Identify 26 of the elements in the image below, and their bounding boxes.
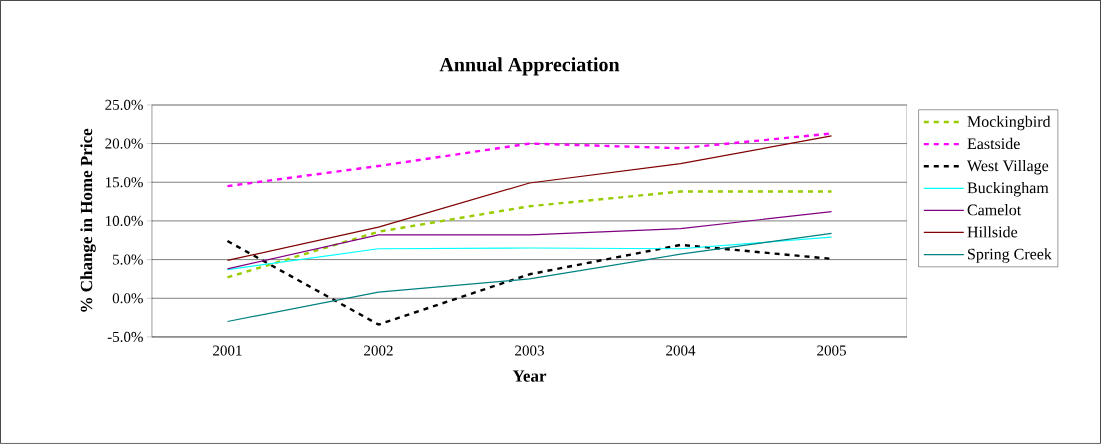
x-tick-label: 2004 [666,345,696,356]
y-tick-label: 20.0% [105,138,143,149]
legend-label: West Village [967,159,1049,175]
y-tick-label: -5.0% [107,331,143,343]
y-tick-label: 25.0% [105,99,143,111]
y-tick-label: 5.0% [113,254,143,265]
y-tick-label: 0.0% [112,293,143,304]
x-tick-label: 2003 [515,345,544,356]
legend-label: Eastside [967,137,1020,150]
legend-label: Spring Creek [968,248,1052,263]
line-series [226,211,833,270]
y-axis-title: % Change in Home Price [80,128,96,312]
line-series [226,135,833,262]
x-axis-title: Year [512,370,547,382]
x-tick-label: 2002 [364,345,393,356]
line-series [226,190,833,279]
x-tick-label: 2001 [213,345,242,356]
y-tick-label: 15.0% [105,177,143,188]
line-series [226,236,833,271]
chart-title: Annual Appreciation [439,57,620,76]
legend-label: Buckingham [967,182,1049,197]
legend-label: Camelot [967,204,1022,216]
x-tick-label: 2005 [817,345,846,356]
legend-label: Mockingbird [967,115,1051,131]
legend-label: Hillside [967,226,1018,238]
y-tick-label: 10.0% [105,215,143,227]
